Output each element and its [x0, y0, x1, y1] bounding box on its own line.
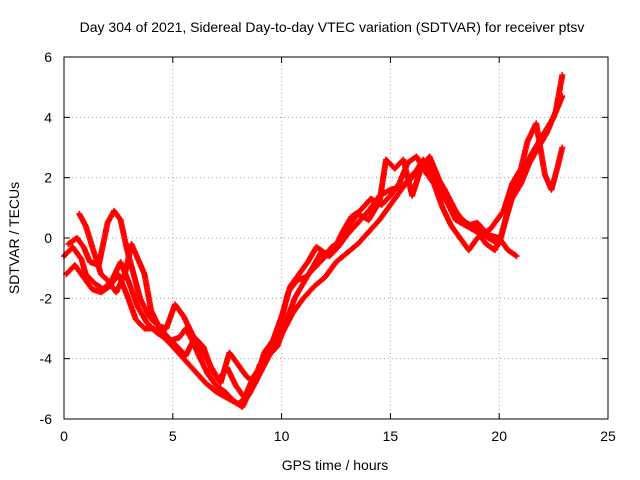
tick-labels: 0 5 10 15 20 25 -6 -4 -2 0 2 4 6 — [40, 49, 616, 444]
data-point — [513, 253, 520, 260]
x-tick-label: 15 — [383, 428, 399, 444]
y-tick-label: 0 — [44, 230, 52, 246]
data-series — [61, 72, 566, 410]
data-point — [559, 72, 566, 79]
y-tick-label: 4 — [44, 109, 52, 125]
y-axis-label: SDTVAR / TECUs — [6, 182, 22, 294]
y-tick-label: -6 — [40, 411, 53, 427]
data-point — [559, 144, 566, 151]
y-tick-label: 6 — [44, 49, 52, 65]
y-tick-label: 2 — [44, 170, 52, 186]
series-track-4 — [76, 120, 566, 386]
x-tick-label: 20 — [491, 428, 507, 444]
chart-title: Day 304 of 2021, Sidereal Day-to-day VTE… — [80, 19, 585, 35]
plot-frame — [63, 56, 609, 420]
y-tick-label: -2 — [40, 290, 53, 306]
x-axis-label: GPS time / hours — [282, 457, 389, 473]
x-tick-label: 5 — [169, 428, 177, 444]
x-tick-label: 10 — [274, 428, 290, 444]
x-tick-label: 25 — [600, 428, 616, 444]
y-tick-label: -4 — [40, 351, 53, 367]
x-tick-label: 0 — [60, 428, 68, 444]
